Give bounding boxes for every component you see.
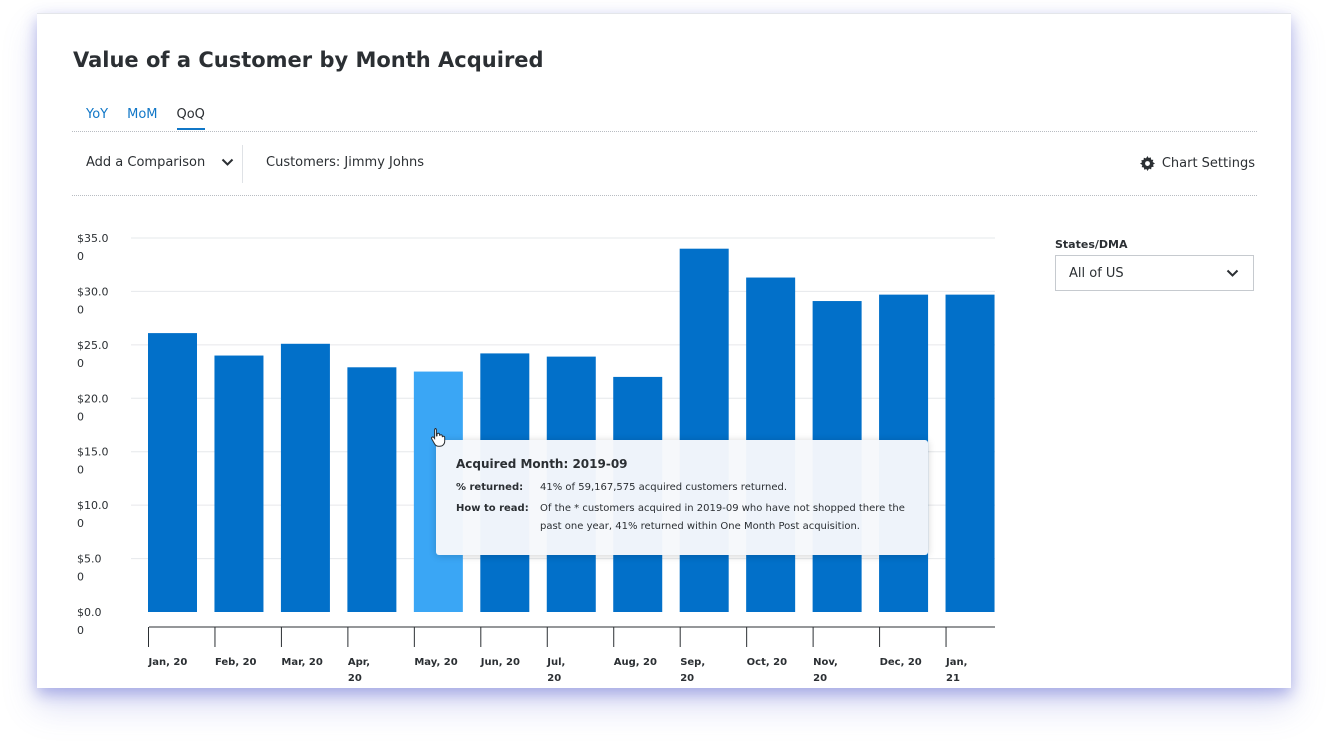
y-tick-label: 0	[77, 250, 84, 263]
x-tick-label: Mar, 20	[281, 657, 322, 668]
bar-chart: $35.0 0 $30.0 0 $25.0 0 $20.0 0 $15.0 0 $10.0 0 $5.0…	[77, 232, 995, 684]
y-tick-label: 0	[77, 303, 84, 316]
x-tick-label: 21	[946, 673, 960, 684]
y-tick-label: 0	[77, 410, 84, 423]
y-tick-label: $30.0	[77, 285, 109, 298]
divider	[72, 195, 1257, 196]
y-tick-label: 0	[77, 571, 84, 584]
add-comparison-dropdown[interactable]: Add a Comparison	[86, 155, 234, 170]
tooltip-row: How to read: Of the * customers acquired…	[456, 500, 908, 536]
bar	[347, 367, 397, 612]
chevron-down-icon	[1226, 269, 1239, 277]
tooltip-value: Of the * customers acquired in 2019-09 w…	[540, 503, 905, 532]
x-tick-label: Apr,	[348, 657, 370, 668]
tooltip-row: % returned: 41% of 59,167,575 acquired c…	[456, 479, 908, 497]
tab-mom[interactable]: MoM	[127, 107, 158, 122]
chart-card: Value of a Customer by Month Acquired Yo…	[37, 13, 1291, 688]
bar	[945, 294, 995, 612]
x-tick-label: Jan,	[945, 657, 967, 668]
toolbar-separator	[242, 145, 243, 183]
gear-icon	[1139, 156, 1155, 171]
y-tick-label: $5.0	[77, 553, 102, 566]
x-tick-label: Oct, 20	[747, 657, 787, 668]
y-tick-label: 0	[77, 517, 84, 530]
customers-filter[interactable]: Customers: Jimmy Johns	[266, 155, 425, 170]
bar	[280, 343, 330, 612]
x-tick-label: 20	[547, 673, 561, 684]
x-tick-label: Jul,	[546, 657, 565, 668]
x-tick-label: Jan, 20	[148, 657, 188, 668]
hand-pointer-icon	[431, 428, 446, 447]
y-tick-label: $15.0	[77, 446, 109, 459]
y-tick-label: $35.0	[77, 232, 109, 245]
bar	[148, 333, 197, 612]
y-tick-label: $0.0	[77, 606, 102, 619]
y-tick-label: 0	[77, 357, 84, 370]
x-tick-label: Dec, 20	[880, 657, 922, 668]
x-tick-label: Jun, 20	[480, 657, 520, 668]
divider	[72, 131, 1257, 132]
x-tick-label: Nov,	[813, 657, 838, 668]
chevron-down-icon	[222, 158, 234, 166]
period-tabs: YoY MoM QoQ	[86, 107, 205, 130]
bar	[214, 355, 264, 612]
y-tick-label: 0	[77, 464, 84, 477]
tab-qoq[interactable]: QoQ	[176, 107, 205, 130]
y-tick-label: $20.0	[77, 392, 109, 405]
y-tick-label: $25.0	[77, 339, 109, 352]
states-dma-value: All of US	[1069, 265, 1124, 281]
x-tick-label: Feb, 20	[215, 657, 257, 668]
bar	[679, 248, 729, 612]
y-tick-label: $10.0	[77, 499, 109, 512]
tooltip-key: % returned:	[456, 482, 524, 493]
chart-settings-label: Chart Settings	[1161, 156, 1255, 171]
states-dma-select[interactable]: All of US	[1055, 255, 1254, 291]
states-dma-label: States/DMA	[1055, 238, 1128, 251]
chart-settings-button[interactable]: Chart Settings	[1139, 156, 1255, 171]
tooltip-title: Acquired Month: 2019-09	[456, 457, 628, 471]
chart-tooltip: Acquired Month: 2019-09 % returned: 41% …	[436, 440, 928, 555]
x-tick-label: 20	[680, 673, 694, 684]
x-tick-label: 20	[348, 673, 362, 684]
x-tick-label: Sep,	[680, 657, 705, 668]
add-comparison-label: Add a Comparison	[86, 155, 206, 170]
tab-yoy[interactable]: YoY	[86, 107, 109, 122]
tooltip-key: How to read:	[456, 503, 529, 514]
tooltip-value: 41% of 59,167,575 acquired customers ret…	[540, 482, 788, 493]
x-tick-label: May, 20	[414, 657, 457, 668]
y-tick-label: 0	[77, 624, 84, 637]
x-tick-label: 20	[813, 673, 827, 684]
page-title: Value of a Customer by Month Acquired	[73, 48, 544, 72]
x-tick-label: Aug, 20	[614, 657, 657, 668]
